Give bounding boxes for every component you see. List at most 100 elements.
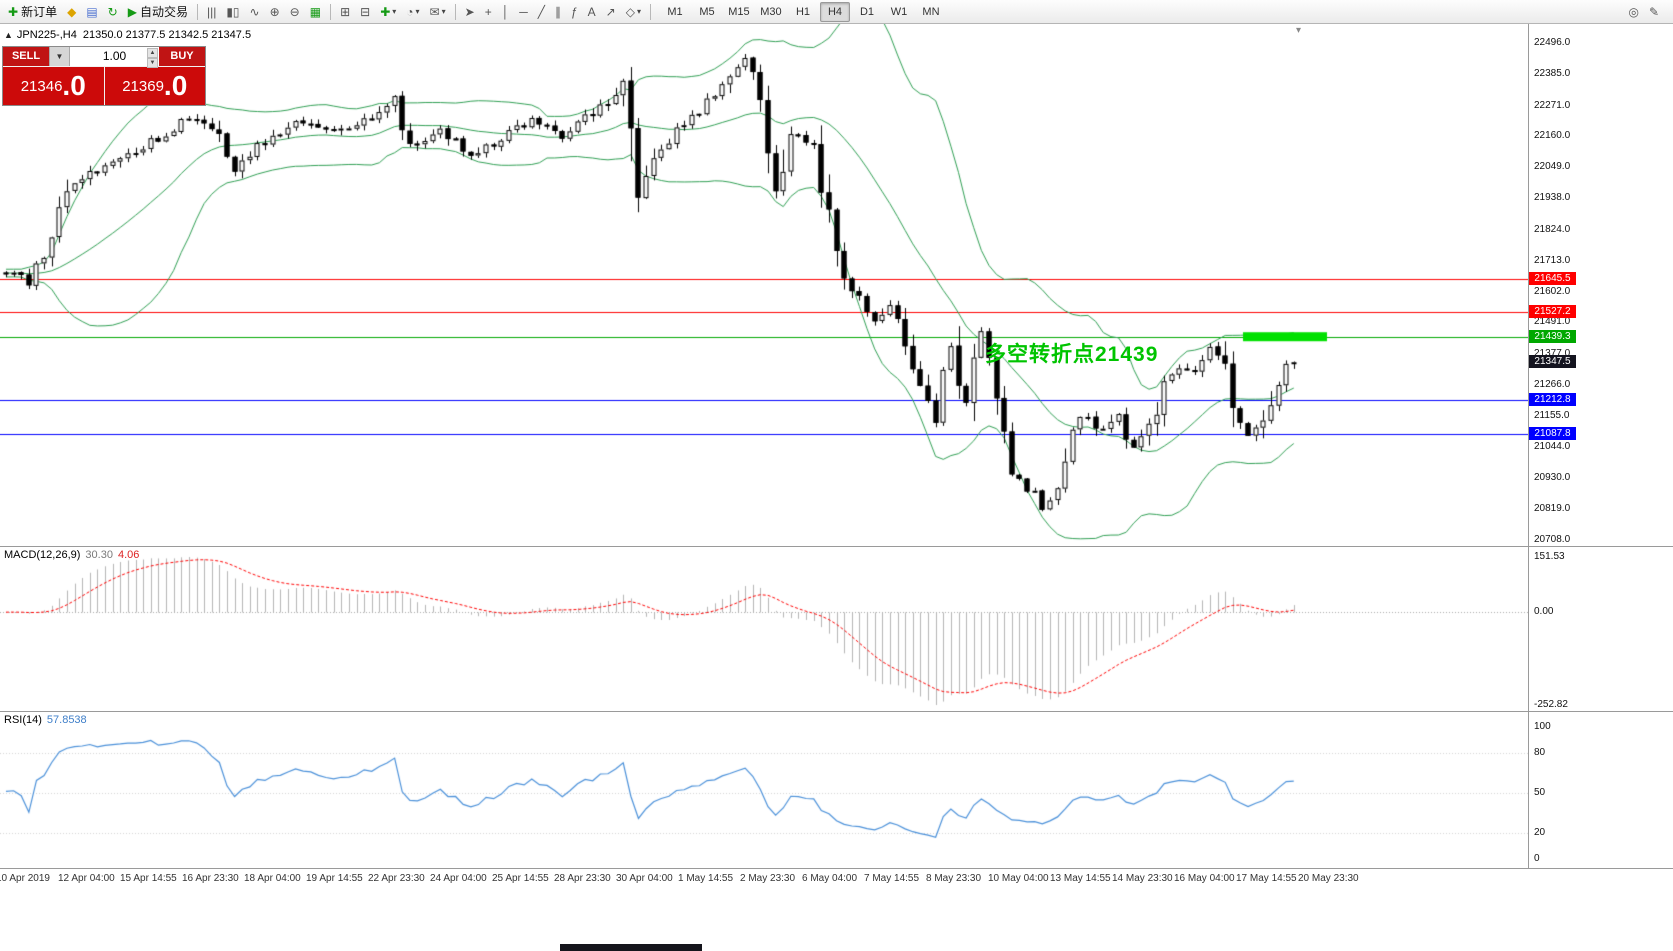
taskbar-fragment	[560, 944, 702, 951]
edit-button[interactable]: ✎	[1645, 1, 1663, 23]
vertical-line-tool-button[interactable]: │	[498, 1, 514, 23]
crosshair-button[interactable]: +	[481, 1, 496, 23]
candlestick-mode-icon: ▮▯	[226, 4, 240, 19]
price-axis-label: 22271.0	[1534, 99, 1571, 111]
price-axis-label: 21491.0	[1534, 316, 1571, 328]
tile-windows-button[interactable]: ⊞	[336, 1, 354, 23]
arrow-tool-button[interactable]: ↗	[602, 1, 620, 23]
chart-area: ▲ JPN225-,H4 21350.0 21377.5 21342.5 213…	[0, 24, 1673, 546]
volume-spinner[interactable]: ▲ ▼	[147, 48, 158, 68]
spinner-up-icon[interactable]: ▲	[147, 48, 158, 58]
rsi-panel: RSI(14) 57.8538 100 80 50 20 0	[0, 711, 1673, 869]
autotrading-label: 自动交易	[139, 5, 188, 19]
new-order-button[interactable]: ✚ 新订单	[4, 1, 61, 23]
buy-price[interactable]: 21369.0	[104, 67, 205, 105]
date-axis-label: 18 Apr 04:00	[244, 873, 301, 884]
macd-label: MACD(12,26,9) 30.30 4.06	[4, 549, 139, 561]
price-axis-label: 21713.0	[1534, 254, 1571, 266]
trendline-tool-button[interactable]: ╱	[534, 1, 549, 23]
macd-canvas[interactable]	[0, 547, 1528, 712]
level-price-badge: 21645.5	[1529, 272, 1576, 286]
date-axis-label: 7 May 14:55	[864, 873, 920, 884]
macd-main-value: 30.30	[85, 549, 113, 561]
date-axis[interactable]: 10 Apr 2019 12 Apr 04:00 15 Apr 14:55 16 Ap…	[0, 868, 1673, 891]
volume-input[interactable]: 1.00 ▲ ▼	[70, 47, 159, 68]
rsi-name: RSI(14)	[4, 714, 42, 726]
bar-chart-mode-icon: |||	[206, 4, 217, 19]
date-axis-label: 16 Apr 23:30	[182, 873, 239, 884]
autotrading-icon: ▶	[127, 4, 137, 19]
search-button[interactable]: ◎	[1624, 1, 1642, 23]
price-axis[interactable]: 22496.0 22385.0 22271.0 22160.0 22049.0 21938…	[1529, 24, 1672, 546]
chevron-down-icon: ▾	[636, 7, 641, 16]
refresh-button[interactable]: ↻	[104, 1, 122, 23]
toolbar-separator	[454, 3, 456, 20]
buy-button[interactable]: BUY	[159, 47, 205, 66]
timeframe-m30-button[interactable]: M30	[760, 5, 782, 18]
sell-price[interactable]: 21346.0	[3, 67, 104, 105]
volume-dropdown[interactable]: ▼	[49, 47, 70, 66]
autotrading-button[interactable]: ▶ 自动交易	[124, 1, 192, 23]
indicators-button[interactable]: ✚ ▾	[376, 1, 400, 23]
indicators-icon: ✚	[380, 4, 391, 19]
timeframe-h1-button[interactable]: H1	[795, 5, 810, 18]
symbols-button[interactable]: ◆	[63, 1, 80, 23]
price-axis-label: 21377.0	[1534, 348, 1571, 360]
timeframe-m15-button[interactable]: M15	[728, 5, 750, 18]
spinner-down-icon[interactable]: ▼	[147, 58, 158, 68]
cascade-windows-button[interactable]: ⊟	[356, 1, 374, 23]
search-icon: ◎	[1628, 4, 1639, 19]
fibonacci-tool-icon: ƒ	[570, 4, 578, 19]
level-price-badge: 21212.8	[1529, 392, 1576, 406]
chart-shift-marker[interactable]: ▾	[1296, 25, 1302, 36]
periods-button[interactable]: ◔ ▾	[402, 1, 423, 23]
toolbar-right: ◎ ✎	[1623, 1, 1664, 23]
sell-button[interactable]: SELL	[3, 47, 49, 66]
fibonacci-tool-button[interactable]: ƒ	[567, 1, 582, 23]
market-watch-button[interactable]: ▤	[82, 1, 101, 23]
auto-arrange-button[interactable]: ▦	[306, 1, 325, 23]
zoom-out-button[interactable]: ⊖	[286, 1, 304, 23]
cursor-icon: ➤	[464, 4, 475, 19]
trade-panel-prices: 21346.0 21369.0	[3, 67, 205, 105]
timeframe-d1-button[interactable]: D1	[859, 5, 874, 18]
templates-button[interactable]: ✉ ▾	[426, 1, 450, 23]
timeframe-w1-button[interactable]: W1	[890, 5, 908, 18]
shapes-tool-button[interactable]: ◇ ▾	[622, 1, 645, 23]
level-price-badge: 21527.2	[1529, 305, 1576, 319]
rsi-label: RSI(14) 57.8538	[4, 714, 87, 726]
channel-tool-icon: ∥	[554, 4, 561, 19]
auto-arrange-icon: ▦	[309, 4, 322, 19]
cursor-button[interactable]: ➤	[461, 1, 479, 23]
bar-chart-mode-button[interactable]: |||	[203, 1, 220, 23]
timeframe-group: M1 M5 M15 M30 H1 H4 D1 W1 MN	[659, 1, 947, 22]
horizontal-line-tool-button[interactable]: ─	[515, 1, 532, 23]
periods-icon: ◔	[406, 4, 414, 19]
line-chart-mode-icon: ∿	[249, 4, 260, 19]
chevron-down-icon: ▼	[55, 52, 64, 61]
one-click-toggle-icon[interactable]: ▲	[4, 30, 13, 40]
timeframe-h4-button[interactable]: H4	[819, 1, 850, 22]
crosshair-icon: +	[484, 4, 492, 19]
toolbar: ✚ 新订单 ◆ ▤ ↻ ▶ 自动交易 ||| ▮▯ ∿ ⊕ ⊖ ▦ ⊞ ⊟ ✚ ▾ ◔ ▾ ✉ ▾ ➤ + │ ─ ╱ ∥ ƒ A ↗ ◇ ▾…	[0, 0, 1673, 24]
zoom-in-button[interactable]: ⊕	[266, 1, 284, 23]
trade-panel-controls: SELL ▼ 1.00 ▲ ▼ BUY	[3, 47, 205, 68]
date-axis-label: 16 May 04:00	[1174, 873, 1235, 884]
line-chart-mode-button[interactable]: ∿	[246, 1, 264, 23]
text-tool-button[interactable]: A	[584, 1, 600, 23]
timeframe-m5-button[interactable]: M5	[699, 5, 715, 18]
channel-tool-button[interactable]: ∥	[551, 1, 565, 23]
buy-price-big: .0	[163, 70, 188, 101]
rsi-value: 57.8538	[46, 714, 87, 726]
timeframe-m1-button[interactable]: M1	[667, 5, 683, 18]
date-axis-label: 2 May 23:30	[740, 873, 796, 884]
candlestick-mode-button[interactable]: ▮▯	[222, 1, 243, 23]
date-axis-label: 25 Apr 14:55	[492, 873, 549, 884]
price-axis-label: 20708.0	[1534, 534, 1571, 545]
main-chart-canvas[interactable]	[0, 24, 1528, 546]
price-axis-label: 21044.0	[1534, 440, 1571, 452]
rsi-canvas[interactable]	[0, 712, 1528, 869]
timeframe-mn-button[interactable]: MN	[922, 5, 940, 18]
date-axis-label: 10 May 04:00	[988, 873, 1049, 884]
arrow-tool-icon: ↗	[605, 4, 616, 19]
